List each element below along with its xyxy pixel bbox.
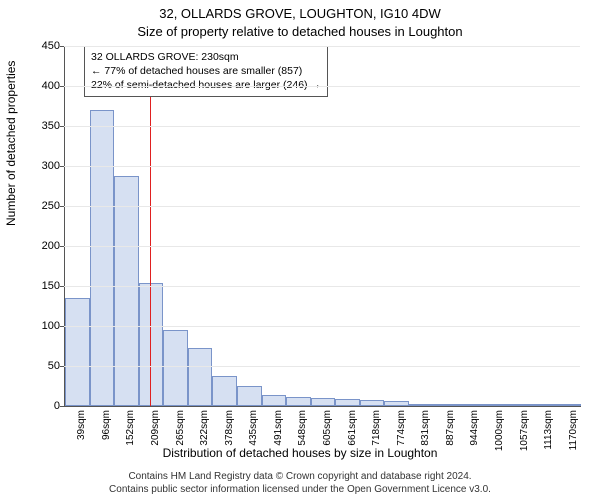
histogram-bar [212, 376, 237, 406]
gridline [64, 286, 580, 287]
plot-area [64, 46, 581, 407]
y-tick-label: 100 [20, 320, 60, 332]
x-tick-label: 1113sqm [543, 410, 554, 460]
y-tick [60, 366, 64, 367]
x-tick-label: 378sqm [224, 410, 235, 460]
y-tick-label: 250 [20, 200, 60, 212]
x-tick-label: 661sqm [347, 410, 358, 460]
y-tick [60, 286, 64, 287]
histogram-bar [188, 348, 213, 406]
y-tick [60, 206, 64, 207]
x-tick-label: 605sqm [322, 410, 333, 460]
histogram-bar [532, 404, 557, 406]
x-tick-label: 209sqm [150, 410, 161, 460]
x-tick-label: 831sqm [420, 410, 431, 460]
x-tick-label: 265sqm [175, 410, 186, 460]
y-tick [60, 86, 64, 87]
y-tick-label: 350 [20, 120, 60, 132]
x-tick-label: 491sqm [273, 410, 284, 460]
footer-attribution: Contains HM Land Registry data © Crown c… [0, 471, 600, 496]
gridline [64, 166, 580, 167]
histogram-bar [458, 404, 483, 406]
x-tick-label: 152sqm [125, 410, 136, 460]
x-tick-label: 718sqm [371, 410, 382, 460]
footer-line-2: Contains public sector information licen… [0, 484, 600, 497]
y-axis-label: Number of detached properties [4, 61, 18, 226]
annotation-box: 32 OLLARDS GROVE: 230sqm ← 77% of detach… [84, 46, 328, 97]
x-tick-label: 548sqm [297, 410, 308, 460]
histogram-bar [311, 398, 336, 406]
y-tick [60, 46, 64, 47]
histogram-bar [335, 399, 360, 406]
histogram-bar [114, 176, 139, 406]
annotation-line-1: 32 OLLARDS GROVE: 230sqm [91, 50, 321, 64]
chart-title-sub: Size of property relative to detached ho… [0, 24, 600, 39]
gridline [64, 326, 580, 327]
x-tick-label: 944sqm [469, 410, 480, 460]
y-tick-label: 150 [20, 280, 60, 292]
x-tick-label: 322sqm [199, 410, 210, 460]
histogram-bar [409, 404, 434, 406]
y-tick [60, 406, 64, 407]
histogram-bar [286, 397, 311, 406]
gridline [64, 366, 580, 367]
histogram-bar [65, 298, 90, 406]
gridline [64, 86, 580, 87]
histogram-bar [90, 110, 115, 406]
histogram-bar [556, 404, 581, 406]
y-tick-label: 0 [20, 400, 60, 412]
annotation-line-2: ← 77% of detached houses are smaller (85… [91, 64, 321, 78]
gridline [64, 206, 580, 207]
y-tick-label: 50 [20, 360, 60, 372]
y-tick [60, 326, 64, 327]
x-tick-label: 1057sqm [519, 410, 530, 460]
histogram-bar [507, 404, 532, 406]
x-tick-label: 887sqm [445, 410, 456, 460]
gridline [64, 46, 580, 47]
x-tick-label: 1000sqm [494, 410, 505, 460]
histogram-bar [434, 404, 459, 406]
y-tick-label: 300 [20, 160, 60, 172]
x-tick-label: 96sqm [101, 410, 112, 460]
histogram-bar [360, 400, 385, 406]
x-tick-label: 435sqm [248, 410, 259, 460]
reference-line [150, 46, 151, 406]
gridline [64, 126, 580, 127]
histogram-bar [163, 330, 188, 406]
x-tick-label: 39sqm [76, 410, 87, 460]
y-tick-label: 450 [20, 40, 60, 52]
y-tick-label: 200 [20, 240, 60, 252]
y-tick-label: 400 [20, 80, 60, 92]
x-tick-label: 774sqm [396, 410, 407, 460]
histogram-bar [483, 404, 508, 406]
histogram-bar [237, 386, 262, 406]
histogram-bar [262, 395, 287, 406]
chart-title-main: 32, OLLARDS GROVE, LOUGHTON, IG10 4DW [0, 6, 600, 21]
y-tick [60, 166, 64, 167]
x-tick-label: 1170sqm [568, 410, 579, 460]
footer-line-1: Contains HM Land Registry data © Crown c… [0, 471, 600, 484]
y-tick [60, 126, 64, 127]
y-tick [60, 246, 64, 247]
gridline [64, 246, 580, 247]
histogram-bar [384, 401, 409, 406]
